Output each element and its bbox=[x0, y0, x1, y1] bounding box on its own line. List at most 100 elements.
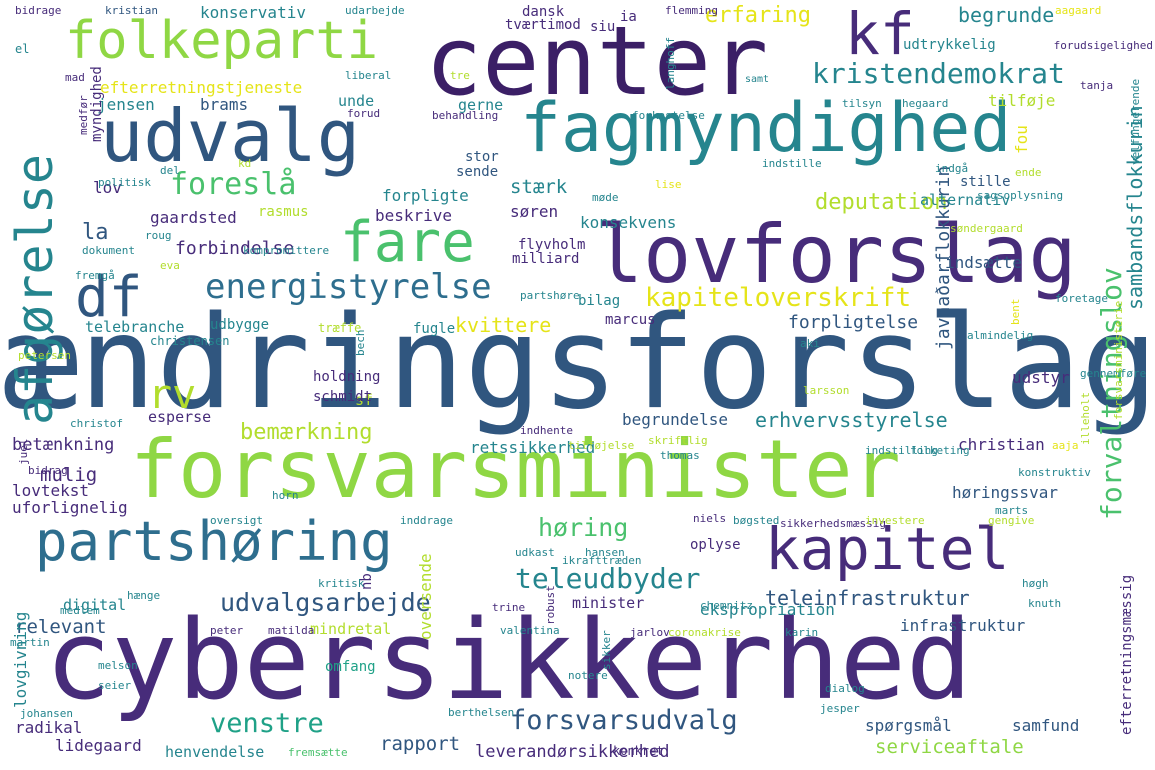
word: udvalg bbox=[100, 94, 361, 178]
word: bidrag bbox=[28, 464, 68, 477]
word: el bbox=[15, 42, 30, 56]
word: myndighed bbox=[89, 66, 105, 142]
word: rasmus bbox=[258, 204, 309, 220]
word: tværtimod bbox=[505, 17, 581, 33]
word: udvalgsarbejde bbox=[220, 588, 431, 617]
word: teleudbyder bbox=[515, 562, 701, 595]
word: kapitel bbox=[765, 515, 1010, 583]
word: gaardsted bbox=[150, 208, 237, 227]
word: oplyse bbox=[690, 537, 741, 553]
word: sf bbox=[355, 391, 374, 409]
word: venstre bbox=[210, 708, 324, 739]
word: matilda bbox=[268, 624, 315, 637]
word: radikal bbox=[15, 718, 83, 737]
word: infrastruktur bbox=[900, 616, 1026, 635]
word: rv bbox=[148, 372, 197, 418]
word: investere bbox=[865, 514, 925, 527]
word: mindretal bbox=[310, 620, 392, 638]
word: del bbox=[160, 164, 180, 177]
word: karin bbox=[785, 626, 819, 639]
word: fare bbox=[340, 210, 475, 275]
word: indstilling bbox=[865, 444, 938, 457]
word: skriftlig bbox=[648, 434, 708, 447]
word: bent bbox=[1009, 298, 1022, 326]
word: lovtekst bbox=[12, 481, 90, 500]
word: forkastelse bbox=[632, 109, 705, 122]
word: jensen bbox=[97, 95, 155, 114]
word: aaja bbox=[1052, 439, 1079, 452]
word: ikrafttræden bbox=[562, 554, 642, 567]
word: digital bbox=[63, 596, 127, 614]
word: udkast bbox=[515, 546, 555, 559]
word: kristian bbox=[105, 4, 158, 17]
word: erhvervsstyrelse bbox=[755, 408, 948, 432]
word: df bbox=[75, 265, 143, 330]
word: begrunde bbox=[958, 3, 1055, 27]
word: sikker bbox=[600, 630, 613, 670]
word: udstyr bbox=[1012, 368, 1070, 387]
word: folkeparti bbox=[65, 11, 379, 71]
word: teleinfrastruktur bbox=[765, 586, 970, 610]
word: forpligtelse bbox=[788, 312, 919, 333]
word: christian bbox=[958, 435, 1045, 454]
word: konservativ bbox=[200, 3, 306, 22]
word: lidegaard bbox=[55, 736, 142, 755]
word: efterretningstjeneste bbox=[100, 78, 303, 97]
word: udarbejde bbox=[345, 4, 405, 17]
word: inddrage bbox=[400, 514, 453, 527]
word: center bbox=[425, 7, 769, 117]
word: retssikkerhed bbox=[470, 438, 596, 457]
word: aki bbox=[800, 337, 820, 350]
word: kompromittere bbox=[243, 244, 330, 257]
word: møde bbox=[592, 191, 619, 204]
word: serviceaftale bbox=[875, 736, 1024, 758]
word: robust bbox=[544, 585, 557, 625]
word: tilføje bbox=[988, 91, 1056, 110]
word: notere bbox=[568, 669, 608, 682]
word: peter bbox=[210, 624, 244, 637]
word: petersen bbox=[18, 349, 71, 362]
word: flemming bbox=[665, 4, 718, 17]
word: milliard bbox=[512, 251, 580, 267]
word: thomas bbox=[660, 449, 700, 462]
word: stor bbox=[465, 149, 499, 165]
word: samfund bbox=[1012, 716, 1080, 735]
word: mad bbox=[65, 71, 85, 84]
word: gerne bbox=[458, 96, 504, 114]
word: indstille bbox=[762, 157, 822, 170]
word: unde bbox=[338, 92, 375, 110]
word: horn bbox=[272, 489, 299, 502]
word: berthelsen bbox=[448, 706, 515, 719]
word: esperse bbox=[148, 408, 212, 426]
word: seier bbox=[98, 679, 132, 692]
word: kristendemokrat bbox=[812, 57, 1065, 90]
word: leverandørsikkerhed bbox=[475, 742, 670, 762]
word: høgh bbox=[1022, 577, 1049, 590]
word: almindelig bbox=[967, 329, 1034, 342]
word: fou bbox=[1012, 125, 1031, 154]
word: medlem bbox=[60, 604, 100, 617]
word: folketing bbox=[910, 444, 970, 457]
word: illeholt bbox=[1079, 392, 1092, 445]
word: behandling bbox=[432, 109, 499, 122]
word: hænge bbox=[127, 589, 161, 602]
word: konsekvens bbox=[580, 213, 677, 232]
word: uforlignelig bbox=[12, 498, 128, 517]
word: aagaard bbox=[1055, 4, 1102, 17]
word: siu bbox=[590, 19, 616, 35]
word: stærk bbox=[510, 176, 568, 198]
word: marcus bbox=[605, 312, 656, 328]
word: søndergaard bbox=[950, 222, 1023, 235]
word: ia bbox=[620, 9, 637, 25]
word: fagmyndighed bbox=[520, 89, 1012, 168]
word: forsvarsminister bbox=[130, 423, 901, 516]
word: schmidt bbox=[313, 389, 373, 405]
word: erfaring bbox=[705, 3, 811, 28]
word: hansen bbox=[585, 546, 625, 559]
word: forud bbox=[347, 107, 381, 120]
word: politisk bbox=[98, 176, 151, 189]
word: partshøre bbox=[520, 289, 580, 302]
word: begrundelse bbox=[622, 410, 728, 429]
word: udtrykkelig bbox=[903, 37, 996, 53]
word: jesper bbox=[820, 702, 860, 715]
